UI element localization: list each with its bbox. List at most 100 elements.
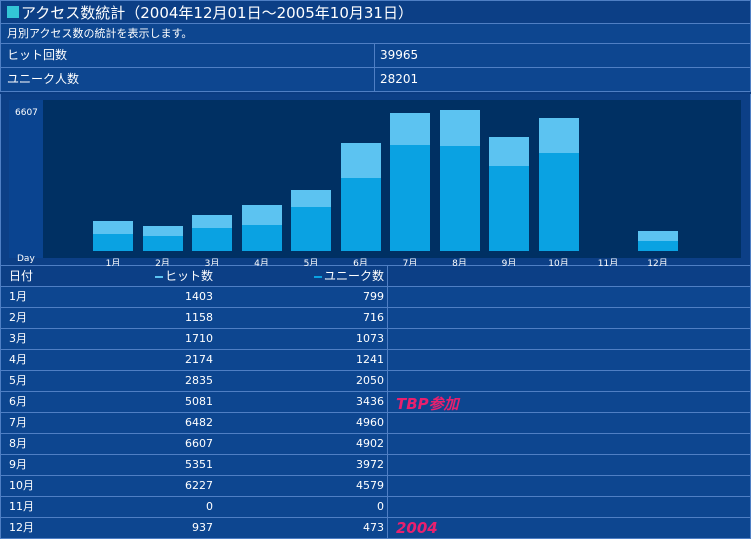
cell-unique: 473 [216, 518, 388, 538]
cell-month: 10月 [9, 479, 34, 492]
cell-unique: 716 [216, 308, 388, 328]
cell-note [388, 308, 750, 328]
cell-unique: 0 [216, 497, 388, 517]
table-row: 1月 1403 799 [0, 287, 751, 308]
cell-note: 2004 [388, 518, 750, 538]
table-row: 10月 6227 4579 [0, 476, 751, 497]
header-hits: ヒット数 [61, 266, 216, 286]
x-tick-label: 11月 [597, 259, 619, 269]
table-row: 3月 1710 1073 [0, 329, 751, 350]
cell-note [388, 287, 750, 307]
table-row: 2月 1158 716 [0, 308, 751, 329]
cell-month: 9月 [9, 458, 27, 471]
bar-unique [142, 236, 183, 251]
table-row: 8月 6607 4902 [0, 434, 751, 455]
cell-unique: 799 [216, 287, 388, 307]
x-tick-label: 8月 [452, 259, 467, 269]
cell-hits: 1158 [185, 311, 213, 324]
x-tick-label: 10月 [548, 259, 569, 269]
cell-note [388, 497, 750, 517]
cell-unique: 1241 [216, 350, 388, 370]
bar-group [340, 143, 381, 251]
header-date: 日付 [9, 269, 34, 283]
cell-note [388, 455, 750, 475]
cell-hits: 1710 [185, 332, 213, 345]
summary-label: ヒット回数 [1, 44, 375, 67]
bar-group [637, 231, 678, 251]
summary-value: 39965 [380, 48, 419, 62]
summary-label: ユニーク人数 [1, 68, 375, 91]
cell-hits: 937 [192, 521, 213, 534]
cell-month: 2月 [9, 311, 27, 324]
cell-note [388, 350, 750, 370]
bar-unique [489, 166, 529, 251]
bar-group [93, 221, 133, 251]
x-tick-label: 12月 [647, 259, 668, 269]
bar-unique [439, 146, 480, 251]
chart-axis-panel [9, 100, 43, 258]
unique-legend-icon [313, 275, 322, 278]
x-tick-label: 7月 [402, 259, 418, 269]
cell-note [388, 434, 750, 454]
table-row: 9月 5351 3972 [0, 455, 751, 476]
cell-note [388, 329, 750, 349]
bar-unique [241, 225, 282, 251]
x-tick-label: 3月 [204, 259, 220, 269]
cell-unique: 4960 [216, 413, 388, 433]
cell-unique: 2050 [216, 371, 388, 391]
x-tick-label: 1月 [105, 259, 121, 269]
cell-unique: 3972 [216, 455, 388, 475]
table-row: 12月 937 473 2004 [0, 518, 751, 539]
cell-month: 3月 [9, 332, 27, 345]
x-tick-label: 4月 [254, 259, 269, 269]
cell-note [388, 371, 750, 391]
bar-group [142, 226, 183, 251]
bar-group [390, 113, 430, 251]
bar-group [291, 190, 331, 251]
header-unique-label: ユニーク数 [323, 269, 384, 283]
bar-group [538, 118, 579, 251]
table-row: 6月 5081 3436 TBP参加 [0, 392, 751, 413]
cell-hits: 2174 [185, 353, 213, 366]
cell-hits: 0 [206, 500, 213, 513]
page-title: アクセス数統計（2004年12月01日～2005年10月31日） [21, 3, 413, 22]
cell-month: 12月 [9, 521, 34, 534]
cell-month: 8月 [9, 437, 27, 450]
bar-group [241, 205, 282, 251]
header-hits-label: ヒット数 [164, 269, 213, 283]
cell-hits: 1403 [185, 290, 213, 303]
hits-legend-icon [154, 275, 163, 278]
cell-month: 4月 [9, 353, 27, 366]
note-annotation: TBP参加 [396, 395, 459, 413]
bar-unique [390, 145, 430, 251]
chart-plot-area: 1月 2月 3月 4月 5月 6月 7月 8月 9月 10月 11月 12月 [43, 100, 741, 269]
cell-unique: 4902 [216, 434, 388, 454]
summary-row-unique: ユニーク人数 28201 [0, 68, 751, 92]
header-extra [388, 266, 750, 286]
table-header: 日付 ヒット数 ユニーク数 [0, 266, 751, 287]
cell-month: 6月 [9, 395, 27, 408]
cell-hits: 2835 [185, 374, 213, 387]
y-max-label: 6607 [15, 108, 38, 118]
x-tick-label: 2月 [155, 259, 170, 269]
bar-group [489, 137, 529, 251]
bar-unique [93, 234, 133, 251]
table-row: 11月 0 0 [0, 497, 751, 518]
x-axis-label: Day [17, 254, 35, 264]
bar-group [192, 215, 232, 251]
cell-unique: 3436 [216, 392, 388, 412]
cell-hits: 6607 [185, 437, 213, 450]
cell-unique: 1073 [216, 329, 388, 349]
x-tick-label: 6月 [353, 259, 368, 269]
cell-note: TBP参加 [388, 392, 750, 413]
title-square-icon [7, 6, 19, 18]
x-tick-label: 5月 [303, 259, 319, 269]
cell-hits: 5081 [185, 395, 213, 408]
cell-month: 11月 [9, 500, 34, 513]
bar-unique [291, 207, 331, 251]
bar-group [439, 110, 480, 251]
cell-hits: 5351 [185, 458, 213, 471]
bar-unique [192, 228, 232, 251]
chart-panel: 6607 Day 1月 2月 3月 4月 5月 6月 7月 8月 9月 10月 11月 12月 [0, 94, 751, 269]
